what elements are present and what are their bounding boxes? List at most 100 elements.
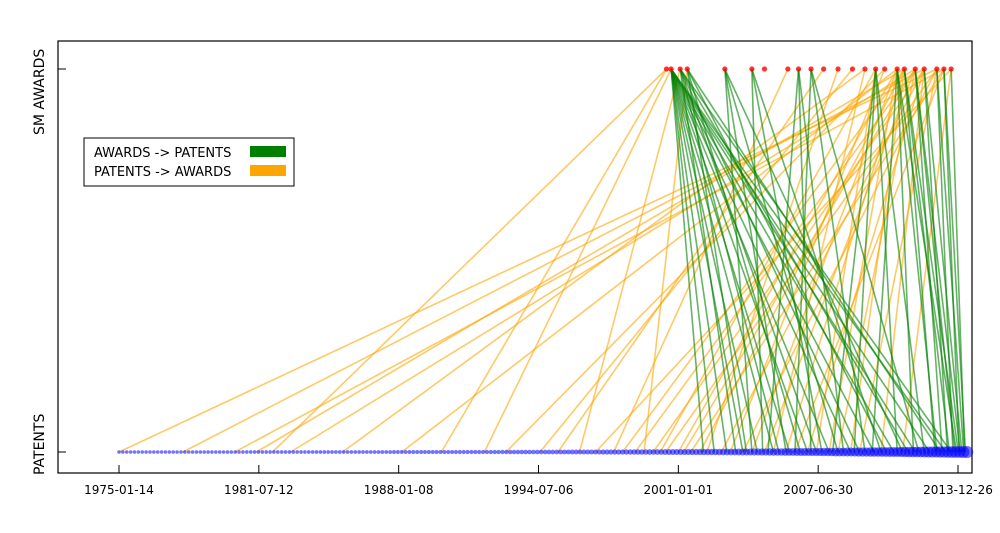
award-point-6 — [761, 66, 768, 72]
award-point-10 — [821, 66, 827, 72]
link-award-to-patent-25 — [724, 68, 753, 453]
patent-point-25 — [214, 450, 218, 454]
patent-point-87 — [453, 449, 459, 455]
patent-point-4 — [132, 450, 137, 454]
award-point-18 — [912, 66, 918, 72]
plot-frame — [57, 40, 973, 474]
patent-point-70 — [388, 450, 393, 454]
link-award-to-patent-42 — [871, 68, 898, 453]
link-award-to-patent-21 — [686, 68, 748, 453]
y-tick-label-patents: PATENTS — [32, 414, 48, 475]
patent-point-32 — [241, 450, 245, 454]
links-layer — [118, 68, 967, 453]
patent-point-91 — [469, 449, 474, 455]
patent-point-50 — [310, 450, 315, 454]
x-tick-label-6: 2013-12-26 — [923, 483, 993, 497]
patent-point-12 — [163, 450, 168, 454]
award-point-5 — [749, 66, 755, 72]
award-point-0 — [663, 66, 670, 72]
patent-point-38 — [264, 450, 269, 454]
patent-point-28 — [225, 450, 230, 454]
award-point-17 — [901, 66, 907, 72]
patent-point-33 — [245, 450, 249, 454]
patent-point-127 — [608, 449, 614, 455]
patent-point-29 — [229, 450, 234, 454]
link-award-to-patent-5 — [670, 68, 775, 453]
link-award-to-patent-9 — [670, 68, 852, 453]
patent-point-59 — [345, 450, 350, 454]
patent-point-90 — [465, 449, 470, 455]
link-award-to-patent-30 — [751, 68, 823, 453]
link-award-to-patent-26 — [724, 68, 787, 453]
link-award-to-patent-22 — [686, 68, 802, 453]
patent-point-133 — [631, 449, 637, 455]
link-patent-to-award-41 — [880, 68, 926, 453]
patent-point-79 — [422, 450, 427, 454]
patent-point-102 — [511, 449, 517, 455]
patent-point-37 — [260, 450, 265, 454]
link-award-to-patent-49 — [914, 68, 943, 453]
link-patent-to-award-20 — [659, 68, 877, 453]
link-award-to-patent-39 — [853, 68, 877, 453]
patent-point-119 — [577, 449, 583, 455]
link-award-to-patent-35 — [794, 68, 812, 453]
patent-point-65 — [368, 450, 373, 454]
x-tick-label-1: 1981-07-12 — [224, 483, 294, 497]
patent-point-121 — [585, 449, 591, 455]
patent-point-94 — [480, 449, 486, 455]
link-award-to-patent-27 — [724, 68, 839, 453]
patent-point-51 — [314, 450, 319, 454]
patent-point-39 — [268, 450, 272, 454]
patent-point-40 — [272, 450, 276, 454]
patent-point-2 — [124, 450, 129, 454]
patent-point-128 — [612, 449, 618, 455]
patent-point-46 — [295, 450, 300, 454]
patent-point-134 — [635, 449, 641, 455]
nodes-layer — [117, 66, 974, 458]
patent-point-31 — [237, 450, 241, 454]
legend-swatch-patents-to-awards — [250, 165, 286, 176]
patent-point-109 — [538, 449, 544, 455]
link-award-to-patent-2 — [670, 68, 728, 453]
link-patent-to-award-15 — [612, 68, 789, 453]
link-award-to-patent-48 — [903, 68, 960, 453]
patent-point-53 — [322, 450, 327, 454]
link-award-to-patent-41 — [874, 68, 926, 453]
patent-point-30 — [233, 450, 238, 454]
y-tick-label-sm-awards: SM AWARDS — [32, 49, 48, 135]
link-award-to-patent-47 — [903, 68, 951, 453]
patent-point-3 — [128, 450, 133, 454]
legend-label-patents-to-awards: PATENTS -> AWARDS — [94, 165, 231, 180]
link-patent-to-award-16 — [621, 68, 906, 453]
patent-point-126 — [604, 449, 610, 455]
award-point-16 — [894, 66, 900, 72]
link-award-to-patent-17 — [679, 68, 818, 453]
link-patent-to-award-12 — [557, 68, 825, 453]
link-award-to-patent-53 — [923, 68, 963, 453]
link-award-to-patent-29 — [751, 68, 764, 453]
legend-swatch-awards-to-patents — [250, 146, 286, 157]
patent-point-75 — [407, 450, 412, 454]
patent-point-20 — [194, 450, 199, 454]
patent-point-55 — [330, 450, 334, 454]
award-point-4 — [722, 66, 728, 72]
patent-point-83 — [438, 449, 443, 455]
patent-point-219 — [961, 446, 974, 458]
patent-point-23 — [206, 450, 210, 454]
patent-point-131 — [623, 449, 630, 455]
patent-point-9 — [152, 450, 156, 454]
link-patent-to-award-36 — [815, 68, 877, 453]
patent-point-114 — [558, 449, 563, 455]
patent-point-124 — [596, 449, 602, 455]
patent-point-17 — [183, 450, 187, 454]
patent-point-118 — [573, 449, 579, 455]
patent-point-84 — [442, 449, 447, 455]
award-point-1 — [668, 66, 674, 72]
patent-point-15 — [175, 450, 179, 454]
patent-point-14 — [171, 450, 176, 454]
patent-point-122 — [589, 449, 595, 455]
patent-point-43 — [283, 450, 288, 454]
link-patent-to-award-31 — [763, 68, 916, 453]
award-point-11 — [835, 66, 841, 72]
